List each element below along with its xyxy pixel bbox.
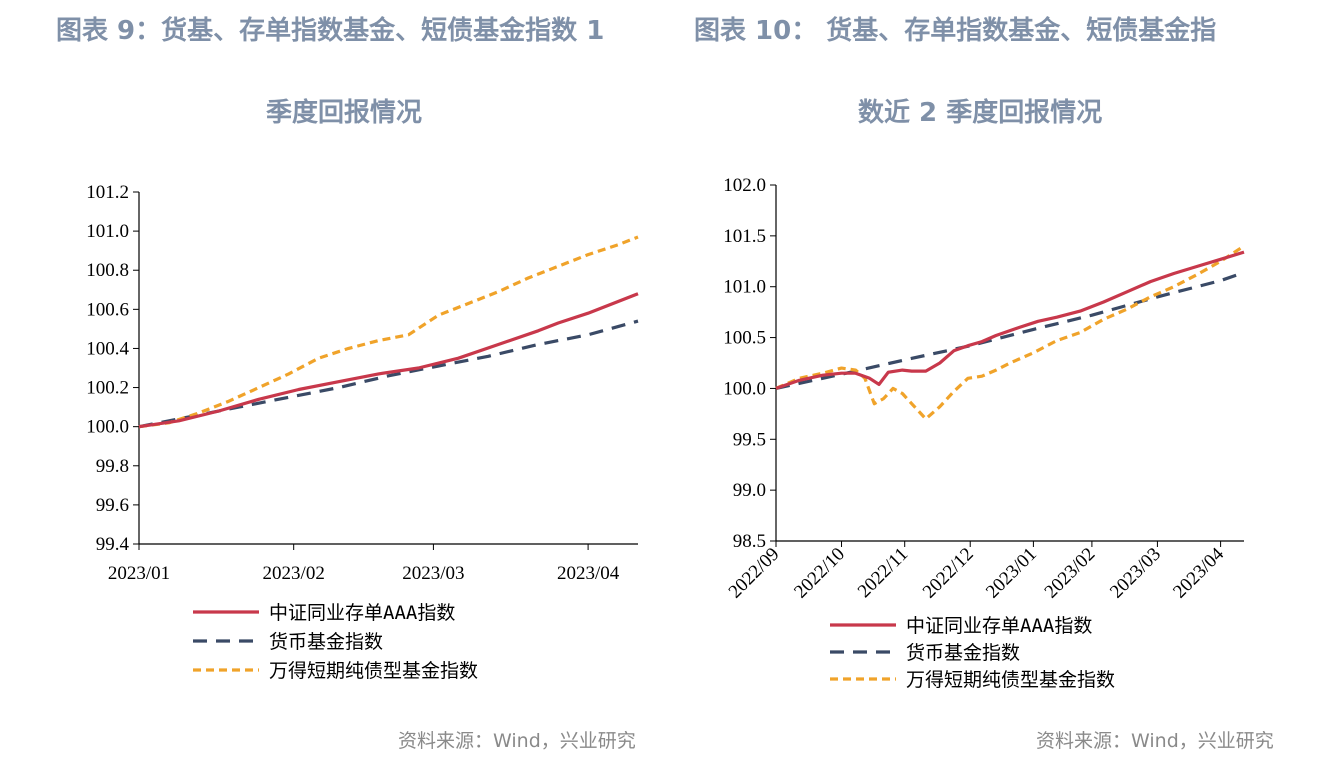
left-y-tick-label: 101.2: [86, 182, 129, 203]
left-x-tick-label: 2023/03: [402, 563, 464, 584]
right-x-tick-label: 2022/11: [854, 544, 912, 602]
left-y-tick-label: 99.4: [96, 534, 130, 555]
right-x-tick-label: 2022/12: [919, 544, 978, 603]
left-x-tick-label: 2023/04: [557, 563, 620, 584]
left-series-line-2: [138, 235, 639, 429]
right-source-note: 资料来源：Wind，兴业研究: [1036, 730, 1274, 752]
right-title-line2: 数近 2 季度回报情况: [858, 98, 1103, 128]
right-y-tick-label: 101.5: [723, 226, 766, 247]
right-x-tick-label: 2022/09: [725, 544, 784, 603]
left-series-line-1: [138, 319, 639, 429]
left-legend-label: 货币基金指数: [269, 631, 383, 653]
right-x-tick-label: 2023/03: [1106, 544, 1165, 603]
right-y-tick-label: 101.0: [723, 277, 766, 298]
left-y-tick-label: 100.8: [86, 260, 129, 281]
left-legend-label: 中证同业存单AAA指数: [269, 602, 455, 624]
left-source-note: 资料来源：Wind，兴业研究: [398, 730, 636, 752]
right-legend-label: 货币基金指数: [906, 642, 1020, 664]
left-y-tick-label: 100.2: [86, 378, 129, 399]
right-legend-label: 万得短期纯债型基金指数: [906, 669, 1115, 691]
left-y-tick-label: 99.8: [96, 456, 129, 477]
right-chart: 102.0101.5101.0100.5100.099.599.098.5202…: [723, 175, 1245, 691]
right-series-line-2: [775, 244, 1245, 421]
left-title-line1: 图表 9：货基、存单指数基金、短债基金指数 1: [56, 16, 605, 46]
right-x-tick-label: 2023/02: [1041, 544, 1100, 603]
right-y-tick-label: 99.5: [733, 429, 766, 450]
right-x-tick-label: 2022/10: [790, 544, 849, 603]
right-legend-label: 中证同业存单AAA指数: [906, 615, 1092, 637]
right-y-tick-label: 100.0: [723, 378, 766, 399]
right-y-tick-label: 99.0: [733, 480, 766, 501]
left-chart: 101.2 101.0 100.8 100.6 100.4 100.2 100.0 99.8 9…: [86, 182, 639, 682]
left-x-tick-label: 2023/01: [108, 563, 170, 584]
left-x-tick-label: 2023/02: [263, 563, 325, 584]
right-y-tick-label: 102.0: [723, 175, 766, 196]
right-x-tick-label: 2023/01: [982, 544, 1041, 603]
right-series-line-1: [775, 270, 1245, 390]
left-legend-label: 万得短期纯债型基金指数: [269, 660, 478, 682]
left-y-tick-label: 100.0: [86, 417, 129, 438]
right-x-tick-label: 2023/04: [1169, 543, 1228, 602]
left-y-tick-label: 99.6: [96, 495, 129, 516]
left-series-line-0: [138, 292, 639, 429]
left-title-line2: 季度回报情况: [266, 98, 423, 128]
right-series-line-0: [775, 250, 1245, 390]
right-title-line1: 图表 10： 货基、存单指数基金、短债基金指: [694, 16, 1217, 46]
right-y-tick-label: 100.5: [723, 328, 766, 349]
left-y-tick-label: 100.4: [86, 338, 129, 359]
right-y-tick-label: 98.5: [733, 531, 766, 552]
left-y-tick-label: 100.6: [86, 299, 129, 320]
left-y-tick-label: 101.0: [86, 221, 129, 242]
